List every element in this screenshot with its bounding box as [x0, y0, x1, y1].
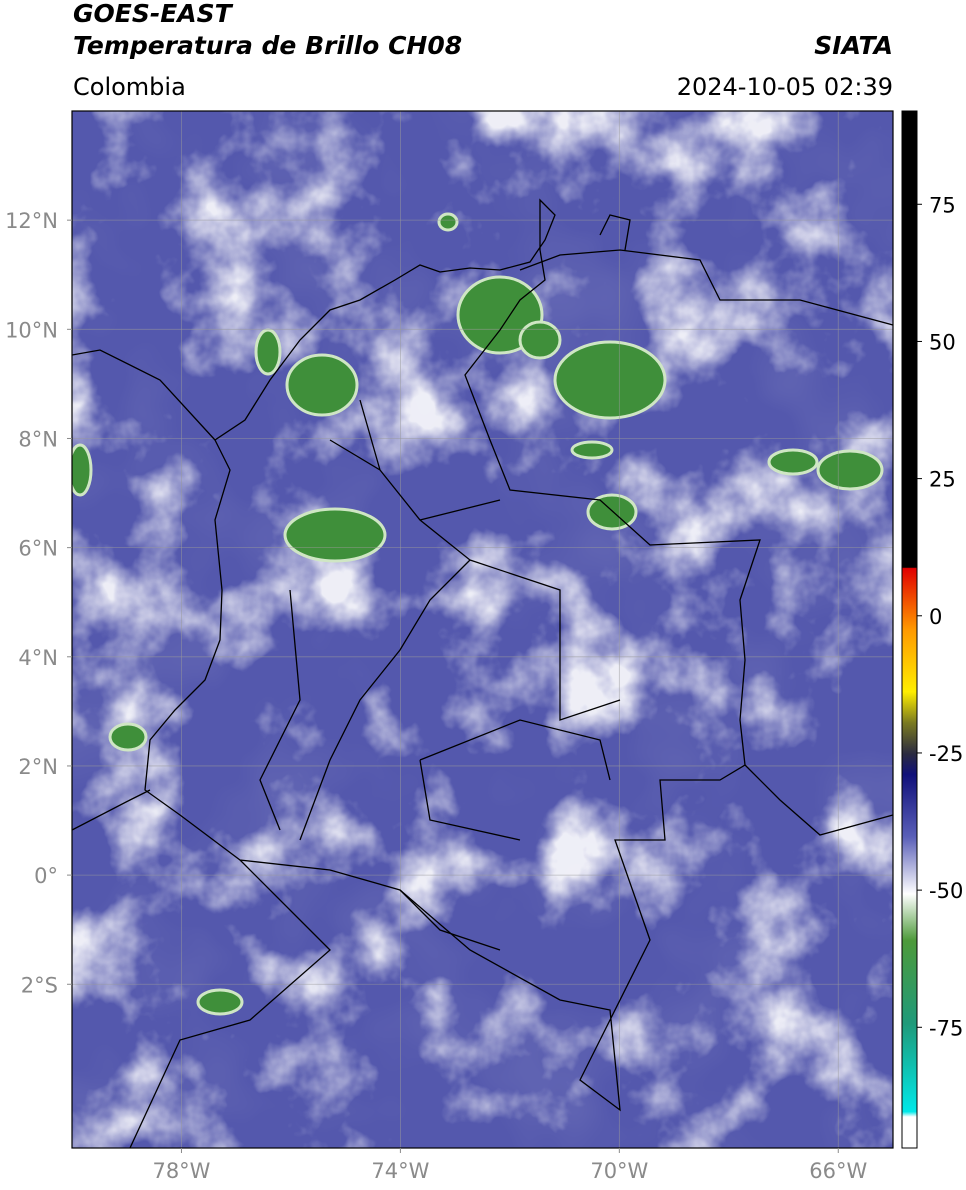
- y-tick-label: 2°N: [18, 755, 58, 779]
- subtitle: Temperatura de Brillo CH08: [73, 31, 462, 60]
- colorbar-tick-label: -25: [929, 742, 963, 766]
- source: SIATA: [814, 31, 893, 60]
- y-tick-label: 8°N: [18, 427, 58, 451]
- borders: [72, 198, 893, 1148]
- x-tick-label: 78°W: [152, 1159, 210, 1183]
- y-tick-label: 6°N: [18, 537, 58, 561]
- y-tick-label: 4°N: [18, 646, 58, 670]
- y-tick-label: 10°N: [5, 318, 58, 342]
- axes: 78°W 74°W 70°W 66°W 12°N 10°N 8°N 6°N 4°N 2°N 0° 2°…: [5, 193, 963, 1183]
- x-tick-label: 70°W: [590, 1159, 648, 1183]
- colorbar-tick-label: -50: [929, 879, 963, 903]
- colorbar-tick-label: -75: [929, 1016, 963, 1040]
- map-frame: [71, 110, 894, 1149]
- title: GOES-EAST: [73, 0, 234, 28]
- colorbar-tick-label: 25: [929, 468, 956, 492]
- y-tick-label: 2°S: [21, 973, 58, 997]
- datetime: 2024-10-05 02:39: [677, 73, 893, 101]
- y-tick-label: 12°N: [5, 209, 58, 233]
- colorbar-tick-label: 50: [929, 330, 956, 354]
- y-tick-label: 0°: [34, 864, 58, 888]
- colorbar: [901, 110, 918, 1149]
- colorbar-tick-label: 0: [929, 605, 942, 629]
- x-tick-label: 74°W: [371, 1159, 429, 1183]
- x-tick-label: 66°W: [809, 1159, 867, 1183]
- region: Colombia: [73, 73, 186, 101]
- gridlines: [72, 111, 893, 1148]
- satellite-image: [72, 111, 893, 1148]
- colorbar-tick-label: 75: [929, 193, 956, 217]
